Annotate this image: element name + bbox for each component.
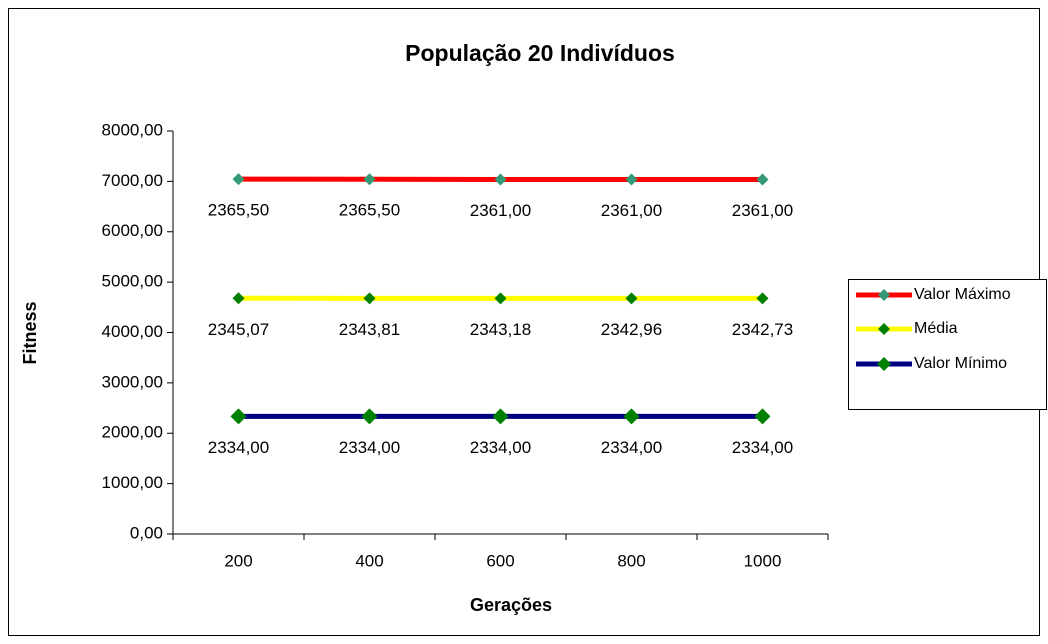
- legend-label: Valor Mínimo: [914, 355, 1007, 372]
- data-label: 2345,07: [208, 320, 269, 339]
- data-label: 2334,00: [601, 438, 662, 457]
- marker: [363, 292, 376, 305]
- marker: [232, 292, 245, 305]
- legend-box: [848, 279, 1047, 410]
- data-label: 2361,00: [470, 201, 531, 220]
- y-tick-label: 3000,00: [102, 372, 163, 391]
- marker: [625, 292, 638, 305]
- x-tick-label: 400: [355, 551, 383, 570]
- marker: [361, 408, 378, 425]
- y-tick-label: 2000,00: [102, 423, 163, 442]
- legend-marker: [878, 289, 890, 301]
- data-label: 2361,00: [601, 201, 662, 220]
- marker: [625, 173, 638, 186]
- marker: [494, 292, 507, 305]
- data-label: 2365,50: [208, 201, 269, 220]
- legend-marker: [877, 357, 891, 371]
- data-label: 2342,73: [732, 320, 793, 339]
- marker: [230, 408, 247, 425]
- data-label: 2334,00: [732, 438, 793, 457]
- x-tick-label: 600: [486, 551, 514, 570]
- marker: [756, 173, 769, 186]
- marker: [623, 408, 640, 425]
- y-tick-label: 1000,00: [102, 473, 163, 492]
- x-tick-label: 1000: [744, 551, 782, 570]
- legend-marker: [878, 323, 890, 335]
- y-tick-label: 6000,00: [102, 221, 163, 240]
- y-tick-label: 8000,00: [102, 120, 163, 139]
- data-label: 2343,18: [470, 320, 531, 339]
- marker: [494, 173, 507, 186]
- data-label: 2343,81: [339, 320, 400, 339]
- data-label: 2334,00: [470, 438, 531, 457]
- x-tick-label: 200: [224, 551, 252, 570]
- marker: [754, 408, 771, 425]
- y-axis-title: Fitness: [20, 301, 40, 364]
- marker: [232, 173, 245, 186]
- marker: [363, 173, 376, 186]
- y-tick-label: 5000,00: [102, 272, 163, 291]
- legend-label: Valor Máximo: [914, 286, 1011, 303]
- x-axis-title: Gerações: [470, 595, 552, 615]
- data-label: 2334,00: [339, 438, 400, 457]
- chart-title: População 20 Indivíduos: [405, 40, 675, 66]
- legend-label: Média: [914, 320, 958, 337]
- data-label: 2342,96: [601, 320, 662, 339]
- marker: [492, 408, 509, 425]
- marker: [756, 292, 769, 305]
- y-tick-label: 7000,00: [102, 171, 163, 190]
- data-label: 2334,00: [208, 438, 269, 457]
- data-label: 2365,50: [339, 201, 400, 220]
- y-tick-label: 4000,00: [102, 322, 163, 341]
- data-label: 2361,00: [732, 201, 793, 220]
- x-tick-label: 800: [617, 551, 645, 570]
- y-tick-label: 0,00: [130, 523, 163, 542]
